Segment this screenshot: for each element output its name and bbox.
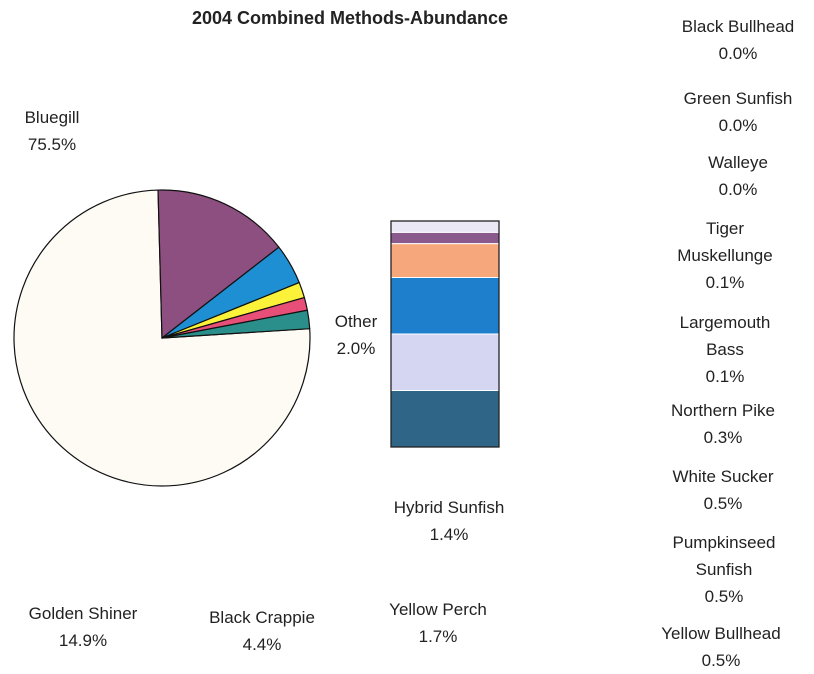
stack-bar-frame [390,220,500,448]
label-other: Other 2.0% [266,308,446,362]
label-percent: 0.3% [703,428,743,447]
label-percent: 4.4% [242,635,282,654]
label-largemouth-bass: Largemouth Bass 0.1% [635,309,814,390]
label-name: Tiger Muskellunge [677,219,773,265]
label-name: Yellow Bullhead [661,624,781,643]
label-name: Hybrid Sunfish [393,498,505,517]
label-percent: 75.5% [27,135,77,154]
label-name: Pumpkinseed Sunfish [672,533,776,579]
label-hybrid-sunfish: Hybrid Sunfish 1.4% [359,494,539,548]
stack-segment-yellow-bullhead [390,390,500,448]
label-name: Black Bullhead [681,17,795,36]
label-yellow-perch: Yellow Perch 1.7% [348,596,528,650]
label-pumpkinseed-sunfish: Pumpkinseed Sunfish 0.5% [634,529,814,610]
label-name: Black Crappie [209,608,315,627]
label-tiger-muskellunge: Tiger Muskellunge 0.1% [635,215,814,296]
label-percent: 0.5% [703,494,743,513]
pie-slice-other [161,309,311,339]
label-percent: 0.0% [718,116,758,135]
label-name: White Sucker [672,467,774,486]
label-black-crappie: Black Crappie 4.4% [172,604,352,658]
label-percent: 0.5% [701,651,741,670]
label-percent: 0.0% [718,180,758,199]
label-name: Golden Shiner [28,604,138,623]
label-name: Yellow Perch [389,600,487,619]
label-white-sucker: White Sucker 0.5% [633,463,813,517]
pie-slice-golden-shiner [157,189,280,339]
label-black-bullhead: Black Bullhead 0.0% [648,13,814,67]
label-name: Green Sunfish [683,89,793,108]
label-percent: 0.0% [718,44,758,63]
label-bluegill: Bluegill 75.5% [0,104,142,158]
label-name: Bluegill [24,108,80,127]
stack-segment-northern-pike [390,243,500,279]
label-percent: 0.5% [704,587,744,606]
label-percent: 14.9% [58,631,108,650]
stack-segment-tiger-muskellunge [390,220,500,233]
label-percent: 1.4% [429,525,469,544]
label-yellow-bullhead: Yellow Bullhead 0.5% [631,620,811,674]
label-percent: 0.1% [705,367,745,386]
label-name: Walleye [708,153,768,172]
label-name: Other [334,312,378,331]
label-golden-shiner: Golden Shiner 14.9% [0,600,173,654]
label-percent: 0.1% [705,273,745,292]
label-name: Largemouth Bass [679,313,771,359]
label-name: Northern Pike [671,401,775,420]
label-northern-pike: Northern Pike 0.3% [633,397,813,451]
label-percent: 1.7% [418,627,458,646]
stack-segment-largemouth-bass [390,231,500,245]
label-green-sunfish: Green Sunfish 0.0% [648,85,814,139]
label-percent: 2.0% [336,339,376,358]
label-walleye: Walleye 0.0% [648,149,814,203]
chart-title: 2004 Combined Methods-Abundance [191,8,509,28]
